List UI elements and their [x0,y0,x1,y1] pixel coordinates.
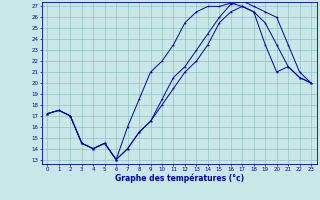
X-axis label: Graphe des températures (°c): Graphe des températures (°c) [115,173,244,183]
